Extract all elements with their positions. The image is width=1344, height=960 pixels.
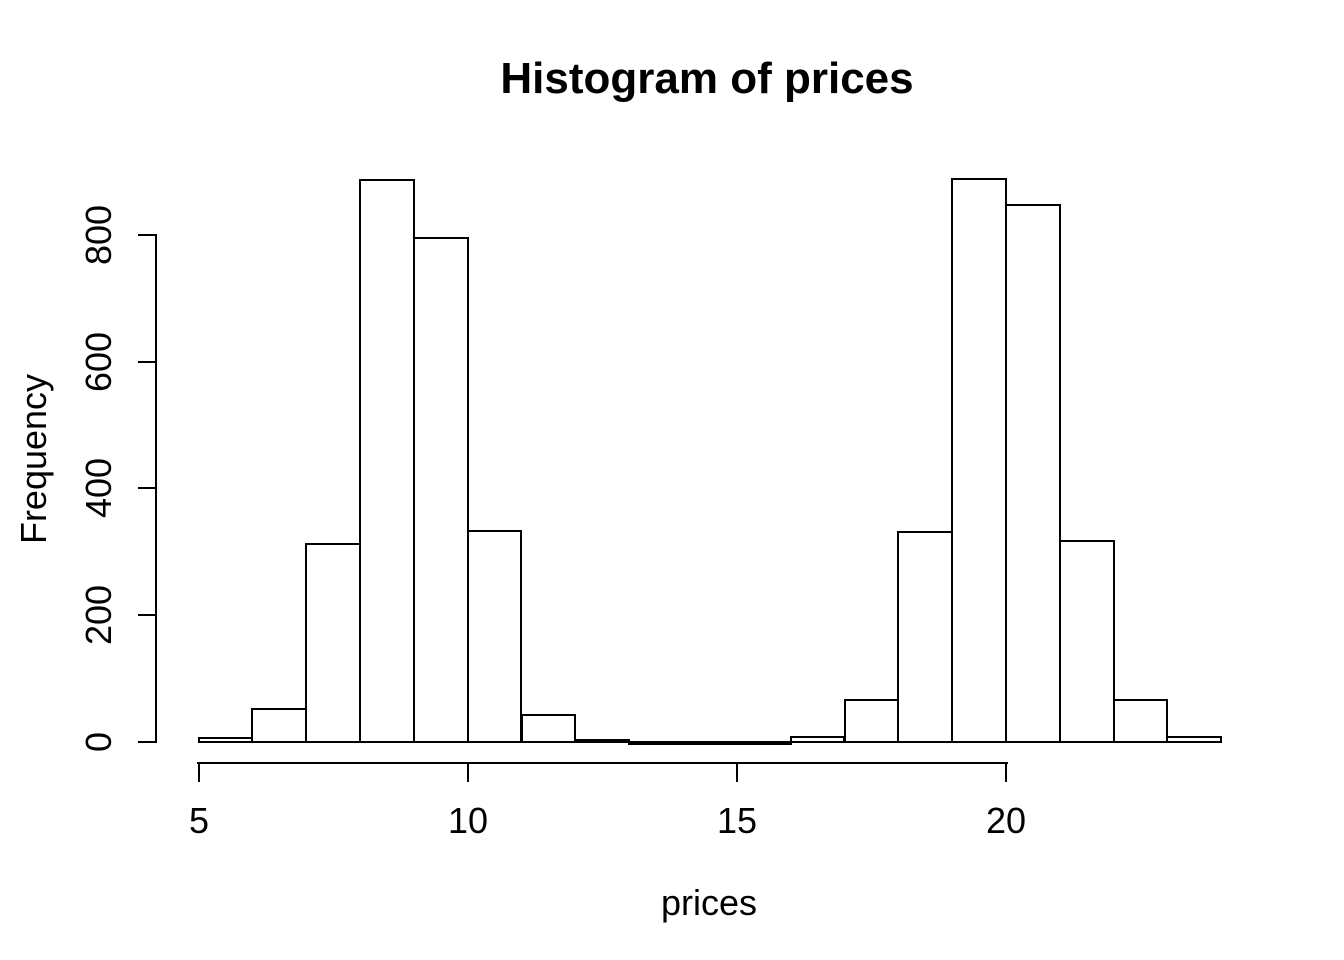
y-tick-label: 0 bbox=[78, 731, 119, 753]
histogram-bar-23-24 bbox=[1166, 735, 1223, 743]
x-axis-title: prices bbox=[660, 882, 758, 923]
y-tick bbox=[138, 614, 156, 616]
y-tick bbox=[138, 234, 156, 236]
y-axis-line bbox=[155, 234, 157, 743]
histogram-bar-22-23 bbox=[1112, 699, 1169, 743]
histogram-bar-17-18 bbox=[843, 699, 900, 743]
histogram-bar-16-17 bbox=[789, 735, 846, 743]
histogram-bar-21-22 bbox=[1058, 540, 1115, 743]
x-tick-label: 20 bbox=[985, 800, 1027, 841]
y-tick-label: 800 bbox=[78, 204, 119, 266]
x-tick bbox=[198, 762, 200, 782]
x-tick-label: 15 bbox=[716, 800, 758, 841]
histogram-bar-15-16 bbox=[735, 741, 792, 745]
x-tick-label: 10 bbox=[447, 800, 489, 841]
histogram-bar-13-14 bbox=[628, 741, 684, 745]
histogram-bar-10-11 bbox=[466, 530, 523, 743]
y-tick-label: 600 bbox=[78, 331, 119, 393]
histogram-bar-12-13 bbox=[574, 739, 631, 744]
histogram-bar-9-10 bbox=[412, 236, 469, 743]
chart-title: Histogram of prices bbox=[500, 54, 914, 103]
histogram-bar-5-6 bbox=[197, 736, 254, 743]
histogram-bar-6-7 bbox=[251, 708, 308, 743]
y-tick bbox=[138, 487, 156, 489]
histogram-bar-14-15 bbox=[682, 741, 738, 745]
x-axis-line bbox=[197, 762, 1008, 764]
histogram-bar-11-12 bbox=[520, 714, 577, 743]
x-tick bbox=[736, 762, 738, 782]
y-tick bbox=[138, 361, 156, 363]
y-tick bbox=[138, 741, 156, 743]
histogram-bar-18-19 bbox=[897, 531, 954, 743]
histogram-bar-7-8 bbox=[305, 542, 361, 743]
histogram-bar-19-20 bbox=[951, 177, 1007, 743]
x-tick bbox=[467, 762, 469, 782]
histogram-bar-8-9 bbox=[359, 179, 415, 743]
x-tick-label: 5 bbox=[188, 800, 210, 841]
x-tick bbox=[1005, 762, 1007, 782]
y-tick-label: 400 bbox=[78, 457, 119, 519]
histogram-bar-20-21 bbox=[1004, 204, 1061, 743]
y-axis-title: Frequency bbox=[13, 373, 54, 545]
y-tick-label: 200 bbox=[78, 584, 119, 646]
